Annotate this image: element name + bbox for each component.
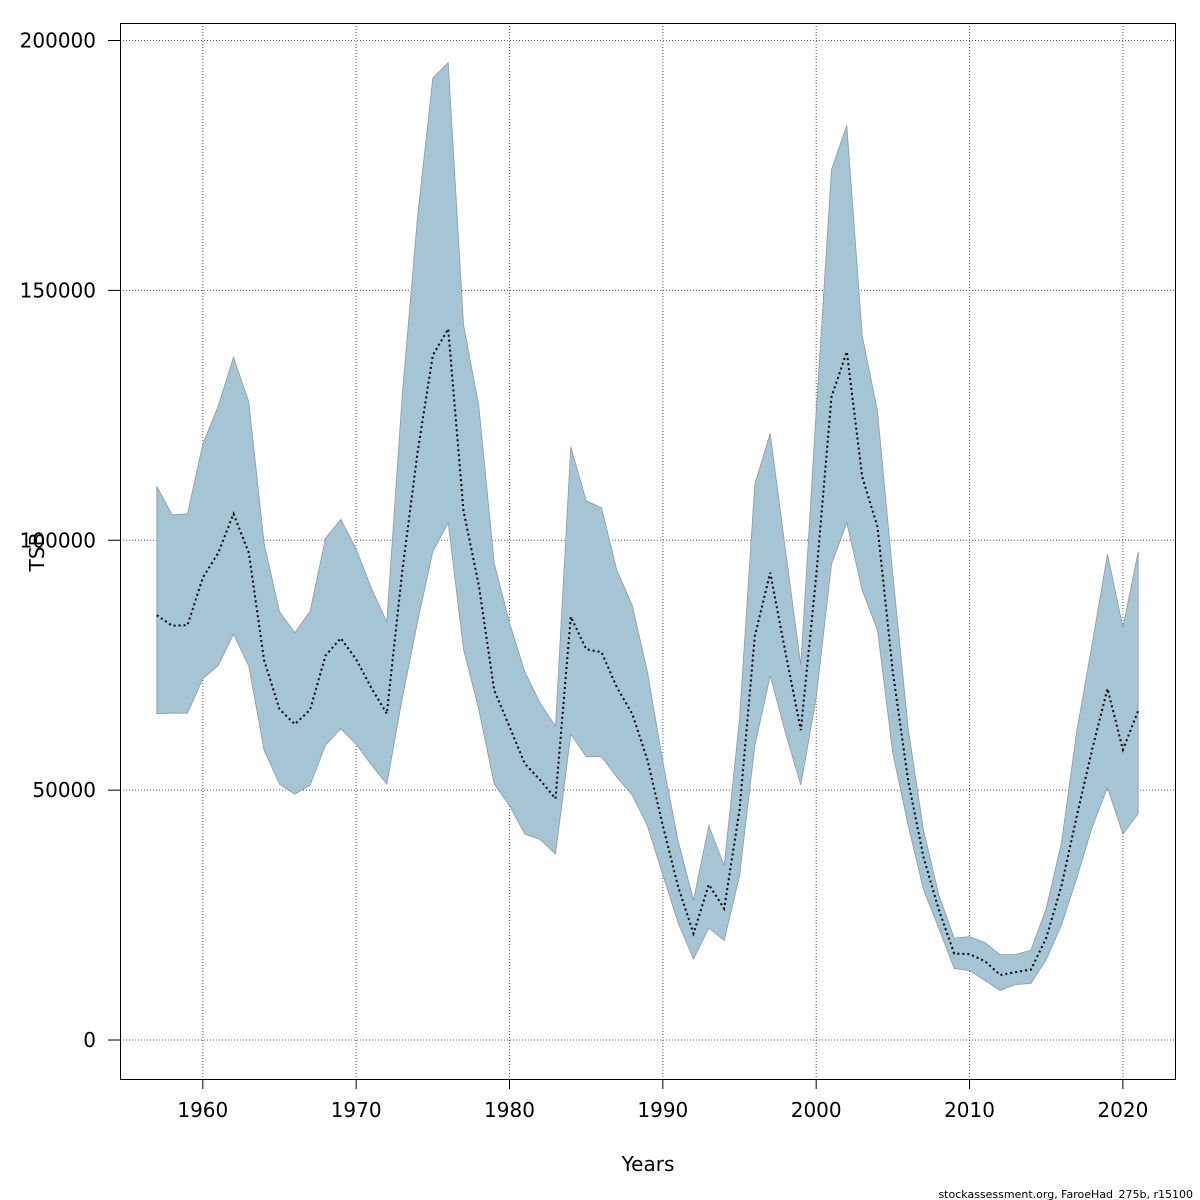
confidence-band-layer — [156, 61, 1139, 991]
x-tick-label: 1990 — [637, 1098, 688, 1122]
x-axis-title: Years — [621, 1152, 675, 1176]
y-tick-label: 0 — [83, 1028, 96, 1052]
source-footer: stockassessment.org, FaroeHad_275b, r151… — [938, 1188, 1193, 1200]
y-axis-title: TSB — [25, 533, 49, 573]
y-tick-label: 150000 — [20, 278, 96, 302]
y-tick-label: 200000 — [20, 28, 96, 52]
y-tick-label: 100000 — [20, 528, 96, 552]
plot-frame — [120, 23, 1176, 1080]
x-tick-label: 1960 — [177, 1098, 228, 1122]
y-tick-label: 50000 — [32, 778, 96, 802]
x-tick-label: 1970 — [331, 1098, 382, 1122]
x-tick-label: 1980 — [484, 1098, 535, 1122]
tsb-estimate-line — [156, 325, 1140, 977]
x-tick-label: 2010 — [944, 1098, 995, 1122]
x-tick-label: 2000 — [791, 1098, 842, 1122]
x-tick-label: 2020 — [1097, 1098, 1148, 1122]
estimate-line-layer — [156, 325, 1140, 977]
confidence-band — [156, 61, 1139, 991]
axis-ticks: 1960 1970 1980 1990 2000 2010 2020 0 50000 100000… — [20, 28, 1149, 1122]
